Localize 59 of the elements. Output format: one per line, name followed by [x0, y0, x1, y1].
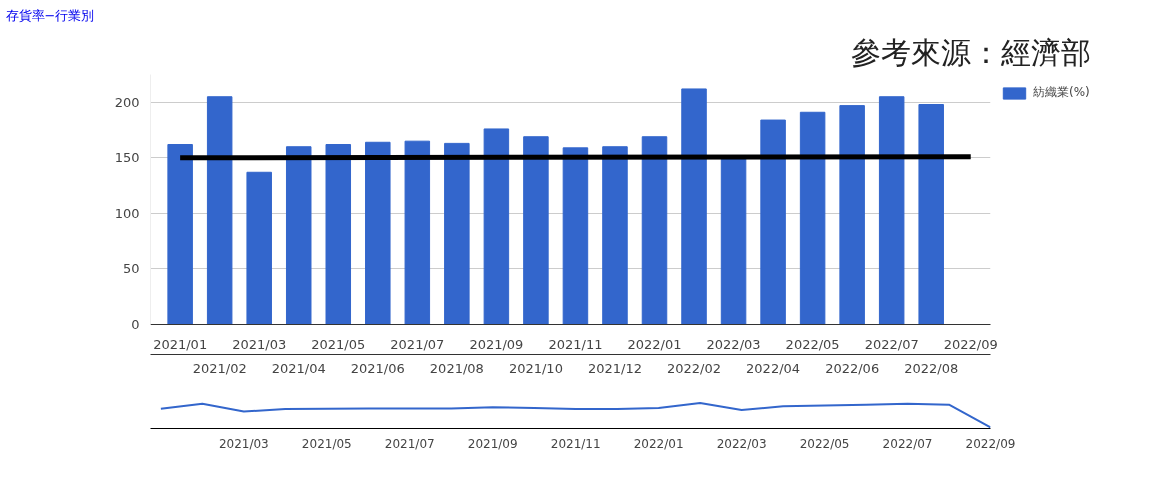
x-tick-label: 2022/03: [716, 436, 767, 451]
x-tick-label: 2021/05: [311, 336, 366, 352]
bar: [483, 128, 510, 325]
bar: [918, 104, 944, 325]
x-tick-label: 2021/09: [467, 436, 518, 451]
text: 參考來源：經濟部: [850, 34, 1091, 70]
x-tick-label: 2022/03: [706, 336, 761, 352]
x-tick-label: 2022/04: [746, 360, 801, 376]
x-tick-label: 2022/01: [633, 436, 684, 451]
x-tick-label: 2021/04: [271, 360, 326, 376]
bar: [404, 140, 431, 325]
x-tick-label: 2021/05: [301, 436, 352, 451]
x-tick-label: 2021/03: [218, 436, 269, 451]
x-tick-label: 2022/05: [785, 336, 840, 352]
x-tick-label: 2021/03: [232, 336, 287, 352]
x-tick-label: 2021/02: [192, 360, 247, 376]
bar: [206, 96, 233, 325]
x-tick-label: 2022/01: [627, 336, 682, 352]
y-tick-label: 200: [114, 94, 140, 110]
y-tick-label: 150: [114, 150, 140, 166]
bar: [878, 96, 905, 325]
bar: [325, 144, 352, 325]
x-tick-label: 2021/11: [548, 336, 603, 352]
bar: [444, 142, 470, 325]
bar: [167, 144, 193, 325]
bar: [285, 146, 312, 325]
bar: [681, 88, 707, 325]
x-tick-label: 2021/12: [587, 360, 642, 376]
x-tick-label: 2022/02: [667, 360, 722, 376]
x-tick-label: 2022/09: [943, 336, 998, 352]
bar: [760, 119, 786, 325]
x-tick-label: 2021/08: [429, 360, 484, 376]
x-tick-label: 2022/07: [864, 336, 919, 352]
bar: [523, 136, 549, 325]
y-tick-label: 0: [131, 317, 140, 332]
x-tick-label: 2021/06: [350, 360, 405, 376]
bar: [799, 111, 826, 325]
x-tick-label: 2022/09: [965, 436, 1016, 451]
x-tick-label: 2021/07: [390, 336, 445, 352]
legend-label: 紡織業(%): [1033, 84, 1090, 101]
x-tick-label: 2022/08: [904, 360, 959, 376]
x-tick-label: 2021/01: [153, 336, 208, 352]
bar: [365, 141, 391, 325]
y-tick-label: 50: [122, 261, 140, 277]
x-tick-label: 2021/07: [384, 436, 435, 451]
x-tick-label: 2022/07: [882, 436, 933, 451]
x-tick-label: 2021/10: [508, 360, 563, 376]
bar: [720, 157, 747, 325]
bar: [246, 171, 272, 325]
bar: [602, 146, 628, 325]
x-tick-label: 2022/06: [825, 360, 880, 376]
bar: [839, 105, 865, 325]
x-tick-label: 2021/11: [550, 436, 601, 451]
y-tick-label: 100: [114, 205, 140, 221]
bar: [562, 147, 589, 325]
x-tick-label: 2022/05: [799, 436, 850, 451]
chart-title: 存貨率−行業別: [5, 7, 95, 23]
x-tick-label: 2021/09: [469, 336, 524, 352]
bar: [641, 136, 668, 325]
